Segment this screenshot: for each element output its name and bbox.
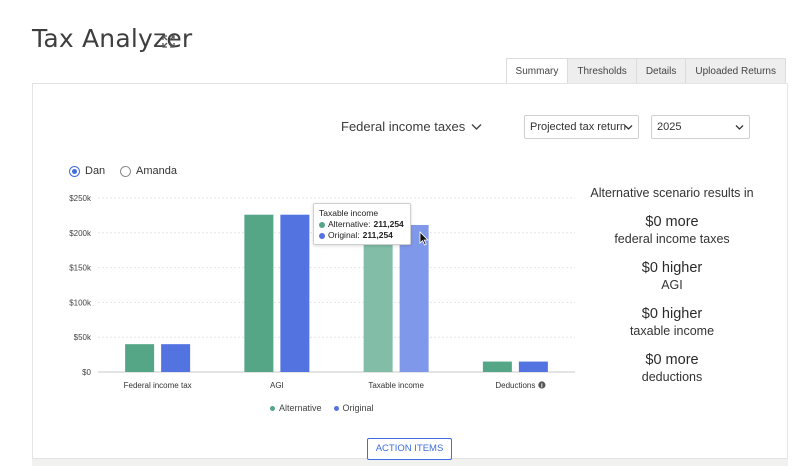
- metric-dropdown-label: Federal income taxes: [341, 119, 466, 134]
- tooltip-label: Alternative:: [328, 219, 371, 229]
- bar-original[interactable]: [161, 344, 191, 372]
- bar-original[interactable]: [518, 361, 548, 372]
- y-tick-label: $50k: [74, 333, 92, 342]
- radio-label: Amanda: [136, 165, 177, 177]
- tooltip-swatch: [319, 221, 325, 228]
- result-value: $0 more: [645, 214, 699, 230]
- result-label: federal income taxes: [614, 232, 730, 246]
- result-item: $0 higher taxable income: [572, 306, 772, 338]
- result-value: $0 higher: [641, 306, 703, 322]
- chevron-down-icon: [735, 125, 744, 130]
- y-tick-label: $200k: [69, 229, 92, 238]
- tooltip-row-original: Original: 211,254: [319, 230, 405, 241]
- return-type-value: Projected tax return: [530, 121, 626, 133]
- panel-footer-strip: [32, 459, 788, 466]
- bar-alternative[interactable]: [482, 361, 512, 372]
- expand-icon[interactable]: [162, 35, 175, 48]
- y-tick-label: $250k: [69, 194, 92, 203]
- tab-summary[interactable]: Summary: [505, 58, 569, 84]
- legend-label: Original: [342, 403, 374, 413]
- radio-button-icon: [69, 165, 80, 177]
- tooltip-value: 211,254: [373, 219, 404, 229]
- tab-uploaded-returns[interactable]: Uploaded Returns: [685, 58, 786, 84]
- tooltip-value: 211,254: [362, 230, 393, 240]
- result-value: $0 higher: [641, 260, 703, 276]
- bar-original[interactable]: [280, 214, 310, 372]
- legend-item-original[interactable]: Original: [333, 403, 374, 413]
- x-tick-label: Deductions: [495, 381, 535, 390]
- legend-item-alternative[interactable]: Alternative: [270, 403, 322, 413]
- result-item: $0 more federal income taxes: [572, 214, 772, 246]
- tab-bar: Summary Thresholds Details Uploaded Retu…: [505, 58, 786, 84]
- tooltip-swatch: [319, 232, 325, 239]
- legend-swatch: [270, 405, 275, 411]
- y-tick-label: $0: [82, 368, 91, 377]
- chevron-down-icon: [471, 123, 482, 130]
- y-tick-label: $150k: [69, 264, 92, 273]
- result-label: deductions: [641, 370, 703, 384]
- bar-alternative[interactable]: [363, 224, 393, 372]
- info-icon: [538, 381, 546, 389]
- bar-original[interactable]: [399, 224, 429, 372]
- chevron-down-icon: [624, 125, 633, 130]
- tooltip-title: Taxable income: [319, 208, 379, 218]
- legend-swatch: [333, 405, 339, 411]
- radio-amanda[interactable]: Amanda: [120, 165, 177, 177]
- x-tick-label: AGI: [270, 381, 284, 390]
- chart-tooltip: Taxable income Alternative: 211,254 Orig…: [313, 203, 411, 245]
- year-value: 2025: [657, 121, 682, 133]
- tooltip-label: Original:: [328, 230, 360, 240]
- info-icon-glyph: i: [541, 384, 543, 390]
- return-type-select[interactable]: Projected tax return: [524, 115, 639, 139]
- result-label: AGI: [661, 278, 683, 292]
- results-summary: Alternative scenario results in $0 more …: [572, 186, 772, 398]
- radio-dan[interactable]: Dan: [69, 165, 105, 177]
- metric-dropdown[interactable]: Federal income taxes: [341, 119, 482, 134]
- bar-chart: $0 $50k $100k $150k $200k $250k Federal income…: [69, 194, 575, 390]
- results-heading: Alternative scenario results in: [590, 186, 754, 200]
- bar-alternative[interactable]: [125, 344, 155, 372]
- result-item: $0 higher AGI: [572, 260, 772, 292]
- mouse-pointer-icon: [419, 231, 429, 246]
- tab-thresholds[interactable]: Thresholds: [567, 58, 637, 84]
- radio-label: Dan: [85, 165, 106, 177]
- y-tick-label: $100k: [69, 298, 92, 307]
- result-label: taxable income: [629, 324, 715, 338]
- action-items-button[interactable]: ACTION ITEMS: [367, 438, 452, 460]
- tab-details[interactable]: Details: [635, 58, 687, 84]
- radio-button-icon: [120, 165, 131, 177]
- result-value: $0 more: [645, 352, 699, 368]
- chart-legend: Alternative Original: [270, 403, 386, 413]
- year-select[interactable]: 2025: [651, 115, 750, 139]
- x-tick-label: Taxable income: [368, 381, 424, 390]
- x-tick-label: Federal income tax: [124, 381, 192, 390]
- result-item: $0 more deductions: [572, 352, 772, 384]
- bar-alternative[interactable]: [244, 214, 274, 372]
- legend-label: Alternative: [279, 403, 322, 413]
- tooltip-row-alternative: Alternative: 211,254: [319, 219, 405, 230]
